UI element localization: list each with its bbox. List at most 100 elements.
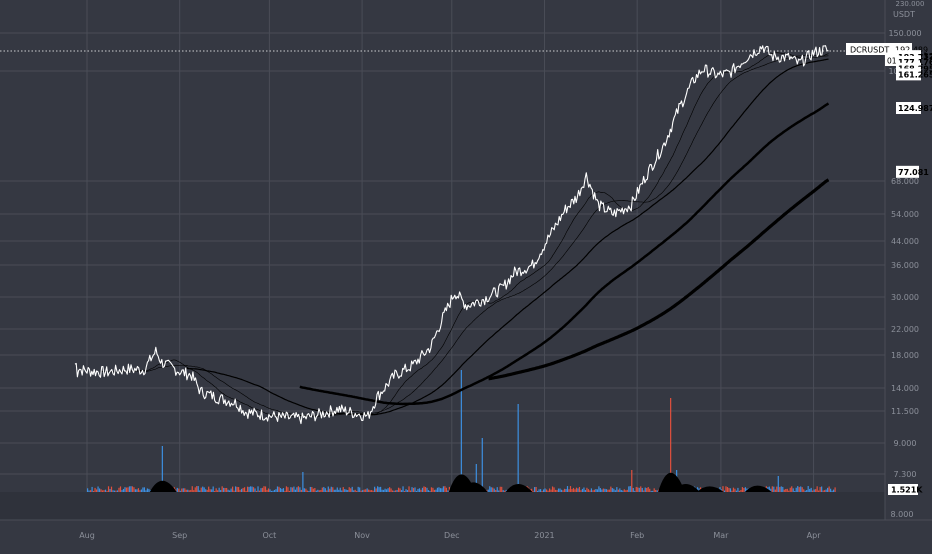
volume-bar [596,489,598,492]
volume-bar [593,489,596,492]
volume-bar [97,486,99,492]
volume-bar [356,490,358,492]
volume-bar [409,490,412,492]
volume-bar [768,486,770,492]
volume-bar [394,490,397,492]
y-tick-top: 230.000 [896,0,925,8]
volume-bar [806,490,808,492]
volume-bar [414,487,416,492]
volume-bar [327,486,329,492]
volume-bar [571,489,573,492]
volume-bar [339,487,341,492]
volume-bar [722,486,724,492]
volume-bar [229,490,231,492]
volume-tick-label: 8.000 [891,510,914,519]
volume-bar [384,488,386,492]
volume-bar [641,487,643,492]
x-tick-label: Dec [444,531,459,540]
volume-bar [218,487,220,492]
volume-bar [142,487,144,492]
volume-bar [258,490,261,492]
volume-bar [617,489,619,492]
volume-bar [420,489,422,492]
volume-bar [321,487,323,492]
volume-bar [605,489,607,492]
volume-bar [531,488,533,492]
volume-bar [176,487,178,492]
volume-bar [388,487,391,492]
volume-bar [391,490,394,492]
volume-bar [650,490,652,492]
volume-bar [320,489,322,492]
volume-bar [131,486,134,492]
volume-bar [181,488,183,492]
price-label-text: 77.081 [898,168,929,177]
moving-average-line [488,178,830,381]
volume-bar [548,488,551,492]
volume-bar [372,490,374,492]
volume-bar [432,487,434,492]
volume-label-box [888,484,918,495]
volume-bar [635,486,637,492]
volume-bar [106,490,108,492]
volume-bar [235,486,237,492]
volume-bar [622,490,624,492]
x-tick-label: Apr [807,531,822,540]
volume-bar [212,486,214,492]
volume-bar [88,490,90,492]
volume-bar [833,489,835,492]
volume-bar [281,488,283,492]
volume-bar [309,486,311,492]
volume-bar [563,488,566,492]
volume-bar [374,486,376,492]
volume-bar [227,489,229,492]
volume-bar [366,488,368,492]
time-axis[interactable]: Aug Sep Oct Nov Dec 2021 Feb Mar Apr [79,531,821,540]
price-axis[interactable]: USDT 230.000 150.000100.00068.00054.0004… [888,0,924,519]
volume-bar [771,486,773,492]
volume-bar [239,489,241,492]
volume-bar [285,486,288,492]
volume-bar [539,489,542,492]
volume-bar [209,489,211,492]
volume-bar [517,404,519,492]
volume-bar [193,490,195,492]
volume-bar [634,490,636,492]
volume-bar [729,488,732,492]
volume-bar [363,489,365,492]
volume-bar [610,486,612,492]
volume-bar [819,487,821,492]
volume-bar [94,487,96,492]
volume-bar [387,488,389,492]
volume-bar [544,488,546,492]
y-tick-label: 44.000 [891,237,919,246]
volume-bar [644,487,646,492]
volume-bar [306,490,308,492]
volume-bar [723,490,726,492]
volume-bar [217,490,219,492]
volume-bar [314,488,316,492]
volume-bar [795,487,797,492]
volume-bar [408,486,410,492]
volume-bar [112,490,114,492]
x-tick-label: Aug [79,531,95,540]
price-label-text: 177.176 [898,58,932,67]
x-tick-label: Feb [630,531,644,540]
volume-bar [269,489,271,492]
volume-bar [812,490,814,492]
volume-bar [360,490,362,492]
volume-bar [341,490,343,492]
volume-bar [371,490,373,492]
volume-bar [336,487,338,492]
volume-bar [185,489,187,492]
volume-bar [788,490,790,492]
volume-bar [294,489,297,492]
volume-bar [98,488,101,492]
price-label-text: 124.987 [898,104,932,113]
volume-bar [282,488,285,492]
volume-bar [818,490,820,492]
volume-bar [740,489,742,492]
